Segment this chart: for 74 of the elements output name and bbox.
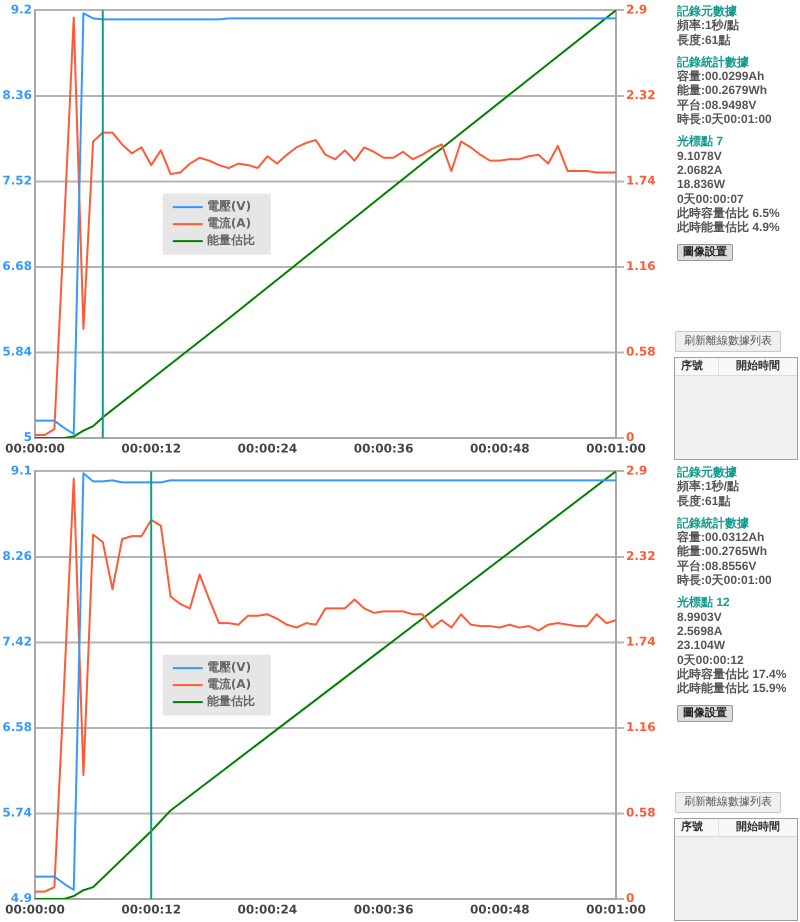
- y-tick-label: 5.84: [2, 344, 32, 359]
- text: 平台:08.9498V: [677, 98, 758, 112]
- text: 平台:08.8556V: [677, 558, 758, 574]
- text: 光標點 7: [677, 134, 724, 149]
- text: 9.1078V: [677, 148, 723, 163]
- y2-tick-label: 1.16: [626, 720, 656, 734]
- text: 能量:00.2765Wh: [677, 544, 768, 559]
- text: 18.836W: [677, 177, 726, 192]
- y2-tick-label: 0.58: [626, 806, 656, 820]
- legend-label: 電流(A): [206, 677, 252, 692]
- x-tick-label: 00:00:12: [121, 441, 182, 456]
- text: 0天00:00:07: [677, 192, 745, 206]
- legend-label: 電壓(V): [206, 660, 252, 674]
- y2-tick-label: 1.74: [626, 173, 656, 188]
- y2-tick-label: 2.32: [626, 88, 656, 102]
- y-tick-label: 7.52: [2, 173, 32, 188]
- y2-tick-label: 1.74: [626, 634, 656, 648]
- category-label: 開始時間: [735, 820, 781, 835]
- text: 此時能量估比 4.9%: [677, 220, 781, 234]
- button: 刷新離線數據列表: [675, 792, 781, 813]
- button: 刷新離線數據列表: [675, 331, 781, 352]
- y-tick-label: 9.1: [10, 463, 32, 478]
- text: 容量:00.0299Ah: [677, 69, 766, 84]
- y2-tick-label: 0.58: [626, 344, 656, 359]
- button: 圖像設置: [677, 705, 733, 722]
- y2-tick-label: 2.32: [626, 548, 656, 563]
- text: 8.9903V: [677, 610, 723, 624]
- x-tick-label: 00:00:36: [354, 441, 414, 456]
- legend-label: 電流(A): [206, 216, 252, 230]
- legend-label: 電壓(V): [206, 199, 252, 214]
- y-tick-label: 7.42: [2, 634, 32, 648]
- text: 光標點 12: [677, 595, 731, 610]
- button: 圖像設置: [677, 244, 733, 262]
- text: 長度:61點: [677, 32, 732, 47]
- category-label: 開始時間: [735, 358, 781, 374]
- text: 時長:0天00:01:00: [677, 573, 773, 588]
- legend-label: 能量估比: [206, 694, 255, 708]
- text: 此時能量估比 15.9%: [677, 681, 788, 696]
- category-label: 序號: [675, 358, 719, 375]
- y2-tick-label: 2.9: [626, 463, 648, 478]
- text: 記錄統計數據: [677, 54, 750, 70]
- y2-tick-label: 1.16: [626, 259, 656, 274]
- text: 此時容量估比 17.4%: [677, 666, 788, 682]
- x-tick-label: 00:00:48: [470, 441, 530, 456]
- text: 頻率:1秒/點: [677, 18, 740, 33]
- text: 23.104W: [677, 638, 726, 653]
- text: 時長:0天00:01:00: [677, 112, 773, 126]
- text: 記錄元數據: [677, 4, 738, 18]
- x-tick-label: 00:00:36: [354, 902, 414, 916]
- x-tick-label: 00:00:24: [238, 902, 298, 916]
- text: 此時容量估比 6.5%: [677, 206, 781, 220]
- y-tick-label: 8.26: [2, 548, 32, 563]
- text: 能量:00.2679Wh: [677, 83, 768, 98]
- list-table: 序號 開始時間: [674, 818, 798, 921]
- legend-label: 能量估比: [206, 233, 255, 248]
- x-tick-label: 00:00:48: [470, 902, 530, 916]
- y-tick-label: 9.2: [10, 2, 32, 16]
- text: 長度:61點: [677, 494, 732, 508]
- y-tick-label: 6.68: [2, 259, 32, 274]
- text: 0天00:00:12: [677, 652, 745, 667]
- text: 頻率:1秒/點: [677, 479, 740, 494]
- category-label: 序號: [675, 819, 719, 836]
- x-tick-label: 00:00:12: [121, 902, 182, 916]
- y-tick-label: 6.58: [2, 720, 32, 734]
- list-table: 序號 開始時間: [674, 357, 798, 460]
- x-tick-label: 00:00:24: [238, 441, 298, 456]
- y-tick-label: 5.74: [2, 806, 32, 820]
- text: 2.0682A: [677, 162, 724, 178]
- text: 記錄統計數據: [677, 516, 750, 530]
- y-tick-label: 8.36: [2, 88, 32, 102]
- text: 記錄元數據: [677, 465, 738, 480]
- text: 2.5698A: [677, 624, 724, 638]
- text: 容量:00.0312Ah: [677, 530, 766, 544]
- y2-tick-label: 2.9: [626, 2, 648, 16]
